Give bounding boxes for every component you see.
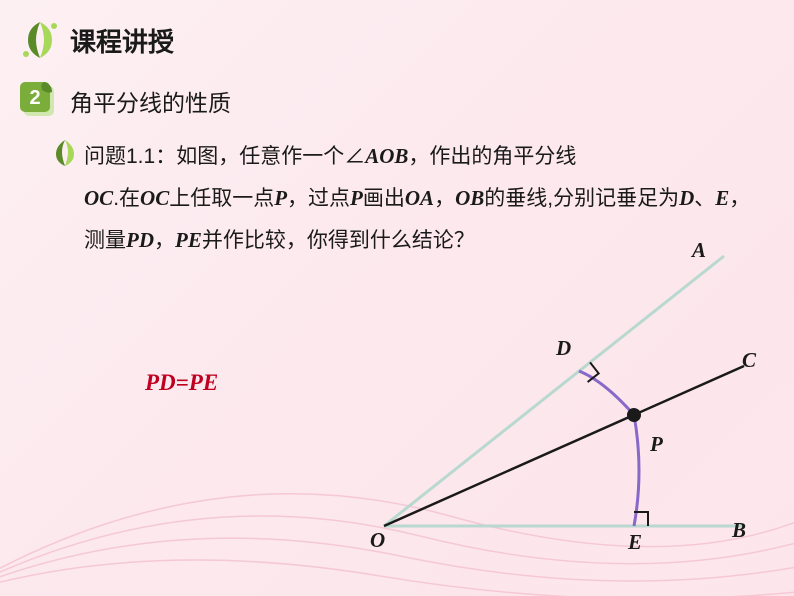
label-b: B [732, 518, 746, 543]
logo-leaf-icon [18, 18, 62, 62]
bullet-leaf-icon [50, 138, 80, 168]
segment-pd [579, 371, 634, 415]
section-title: 角平分线的性质 [70, 84, 231, 118]
point-p [627, 408, 641, 422]
label-e: E [628, 530, 642, 555]
label-p: P [650, 432, 663, 457]
segment-pe [634, 415, 639, 526]
label-c: C [742, 348, 756, 373]
section-header: 2 角平分线的性质 [0, 62, 794, 122]
header: 课程讲授 [0, 0, 794, 62]
ray-oa [384, 256, 724, 526]
label-o: O [370, 528, 385, 553]
svg-text:2: 2 [29, 87, 40, 109]
line-oc [384, 366, 744, 526]
section-number-icon: 2 [18, 80, 60, 122]
label-d: D [556, 336, 571, 361]
label-a: A [692, 238, 706, 263]
conclusion-text: PD=PE [145, 370, 218, 396]
header-title: 课程讲授 [70, 22, 174, 59]
geometry-diagram: A D C P O E B [344, 236, 764, 566]
